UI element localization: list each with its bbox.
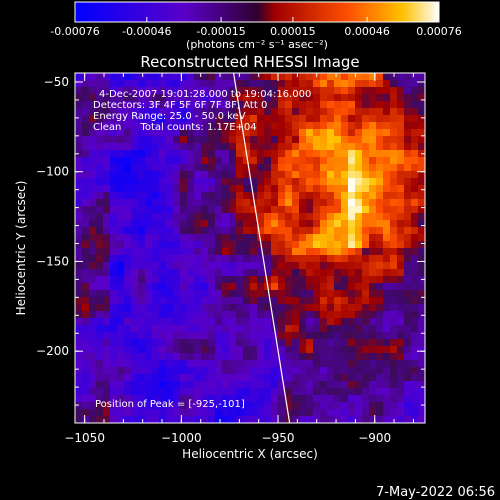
x-axis-label: Heliocentric X (arcsec): [182, 447, 318, 461]
colorbar-ticks: -0.00076 -0.00046 -0.00015 0.00015 0.00046 0.…: [50, 17, 462, 38]
detectors-annotation: Detectors: 3F 4F 5F 6F 7F 8F, Att 0: [93, 100, 267, 111]
plot-frame: [74, 72, 426, 424]
colorbar-tick-label: 0.00015: [270, 25, 316, 38]
colorbar-tick-label: 0.00046: [344, 25, 390, 38]
time-range-annotation: 4-Dec-2007 19:01:28.000 to 19:04:16.000: [99, 89, 311, 100]
colorbar-tick-label: -0.00076: [50, 25, 99, 38]
plot-image: [75, 73, 425, 423]
y-axis-label: Heliocentric Y (arcsec): [14, 181, 28, 316]
colorbar: [74, 1, 440, 23]
clean-counts-annotation: Clean Total counts: 1.17E+04: [93, 122, 257, 133]
y-tick-label: −100: [36, 165, 69, 179]
colorbar-unit-label: (photons cm⁻² s⁻¹ asec⁻²): [186, 38, 328, 51]
x-tick-label: −1000: [161, 431, 202, 445]
colorbar-tick-label: 0.00076: [416, 25, 462, 38]
solar-limb-line: [232, 73, 291, 423]
chart-title: Reconstructed RHESSI Image: [140, 53, 359, 71]
x-axis-ticks: −1050 −1000 −950 −900: [64, 73, 414, 445]
x-tick-label: −1050: [64, 431, 105, 445]
x-tick-label: −950: [262, 431, 295, 445]
energy-range-annotation: Energy Range: 25.0 - 50.0 keV: [93, 111, 246, 122]
y-tick-label: −150: [36, 254, 69, 268]
y-tick-label: −50: [44, 75, 69, 89]
y-tick-label: −200: [36, 344, 69, 358]
colorbar-tick-label: -0.00015: [196, 25, 245, 38]
y-axis-ticks: −50 −100 −150 −200: [36, 75, 425, 424]
x-tick-label: −900: [358, 431, 391, 445]
timestamp: 7-May-2022 06:56: [376, 485, 495, 500]
colorbar-tick-label: -0.00046: [122, 25, 171, 38]
peak-position-annotation: Position of Peak = [-925,-101]: [95, 399, 245, 410]
